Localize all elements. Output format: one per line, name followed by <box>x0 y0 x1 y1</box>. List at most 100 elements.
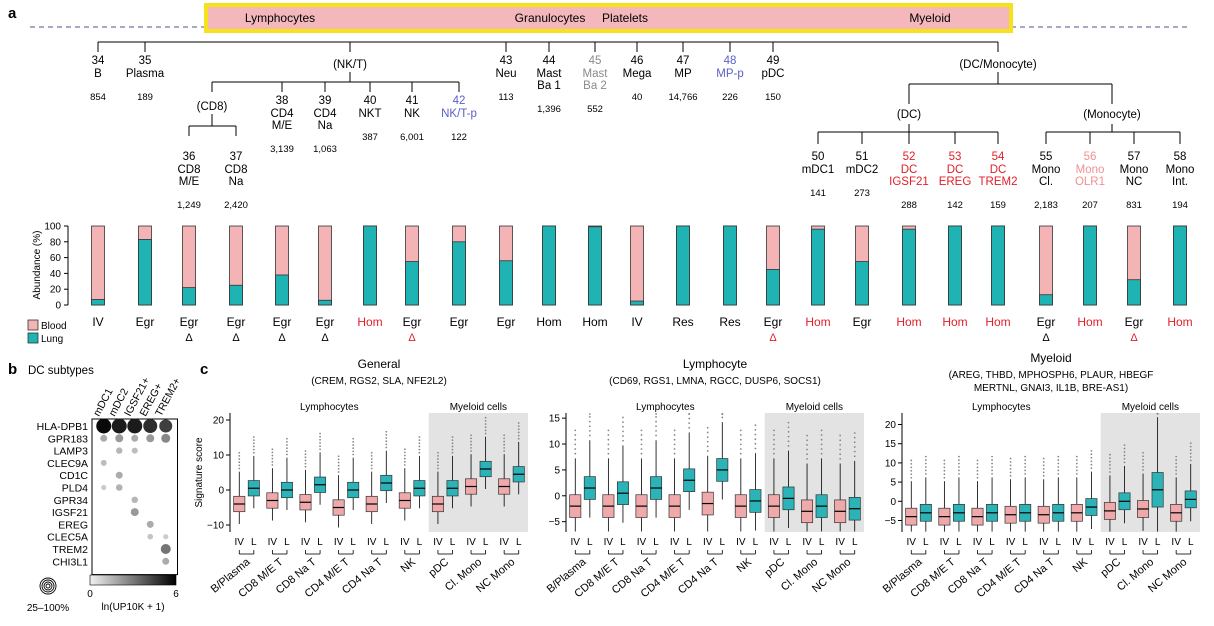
outlier <box>418 445 421 448</box>
cluster-count: 150 <box>765 92 781 103</box>
outlier <box>839 457 842 460</box>
l-label: L <box>653 537 659 548</box>
outlier <box>352 447 355 450</box>
myeloid-shade <box>1100 413 1200 532</box>
outlier <box>806 453 808 456</box>
outlier <box>418 448 421 451</box>
group-dc-mono: (DC/Monocyte) <box>959 59 1036 71</box>
outlier <box>622 421 624 424</box>
outlier <box>503 450 506 452</box>
panel-letter-c: c <box>200 361 208 378</box>
bar-lung <box>182 287 196 306</box>
outlier <box>437 467 439 470</box>
outlier <box>238 461 241 464</box>
outlier <box>574 448 577 450</box>
outlier <box>286 444 288 446</box>
outlier <box>910 469 913 472</box>
outlier <box>754 438 757 441</box>
y-tick-label: 10 <box>885 458 897 469</box>
outlier <box>910 466 913 469</box>
cluster-name: DC <box>947 164 964 176</box>
outlier <box>271 451 274 454</box>
iv-label: IV <box>907 537 917 548</box>
outlier <box>773 452 775 455</box>
cluster-count: 40 <box>632 92 643 103</box>
outlier <box>622 435 624 437</box>
outlier <box>503 446 506 449</box>
shade-label: Lymphocytes <box>636 402 695 413</box>
bar-lung <box>1173 225 1187 306</box>
outlier <box>1090 463 1093 466</box>
l-label: L <box>1089 537 1095 548</box>
bar-category: IV <box>631 315 642 329</box>
outlier <box>484 432 487 435</box>
cluster-count: 122 <box>451 132 467 143</box>
outlier <box>706 426 709 429</box>
outlier <box>437 464 439 467</box>
outlier <box>991 472 993 475</box>
heatmap-dot <box>130 508 139 517</box>
cluster-count: 113 <box>498 92 513 103</box>
outlier <box>1175 462 1178 465</box>
cluster-id: 41 <box>406 95 419 107</box>
outlier <box>607 443 610 446</box>
outlier <box>787 421 790 424</box>
outlier <box>337 458 340 461</box>
outlier <box>673 429 676 432</box>
bar-category: Hom <box>1167 315 1192 329</box>
cluster-name: Mono <box>1120 164 1149 176</box>
bar-lung <box>499 260 513 306</box>
heatmap-row-label: CLEC5A <box>47 532 88 544</box>
outlier <box>622 439 624 442</box>
outlier <box>958 455 960 458</box>
outlier <box>385 440 388 443</box>
iv-label: IV <box>1039 537 1049 548</box>
l-label: L <box>450 537 456 548</box>
cluster-count: 141 <box>810 188 826 199</box>
outlier <box>1042 467 1045 470</box>
outlier <box>470 450 472 452</box>
outlier <box>238 464 241 467</box>
outlier <box>1090 460 1093 463</box>
bar-lung <box>948 225 962 306</box>
outlier <box>706 440 709 443</box>
outlier <box>517 422 520 424</box>
outlier <box>721 413 724 415</box>
outlier <box>976 473 979 476</box>
colorbar-label: ln(UP10K + 1) <box>101 602 164 613</box>
cluster-count: 854 <box>90 92 106 103</box>
outlier <box>706 450 709 452</box>
cluster-name: NKT <box>359 108 382 120</box>
shade-label: Lymphocytes <box>300 402 359 413</box>
heatmap-row-label: HLA-DPB1 <box>37 421 89 433</box>
outlier <box>252 451 255 454</box>
outlier <box>924 466 927 468</box>
outlier <box>352 437 355 440</box>
cluster-id: 53 <box>949 151 962 163</box>
outlier <box>385 437 388 439</box>
outlier <box>1189 442 1192 445</box>
y-tick-label: 20 <box>50 285 62 296</box>
outlier <box>655 425 657 428</box>
panel-b-title: DC subtypes <box>28 365 94 377</box>
outlier <box>470 446 472 449</box>
heatmap-dot <box>131 447 138 454</box>
group-dc: (DC) <box>897 109 921 121</box>
lineage-label: Granulocytes <box>515 11 586 25</box>
bar-category: Egr <box>1125 315 1144 329</box>
outlier <box>1142 455 1144 458</box>
outlier <box>655 430 657 432</box>
outlier <box>958 466 960 468</box>
bar-delta: Δ <box>1130 332 1138 344</box>
outlier <box>337 461 340 464</box>
outlier <box>319 438 321 441</box>
outlier <box>484 416 487 419</box>
cluster-id: 43 <box>500 55 513 67</box>
outlier <box>370 455 373 457</box>
outlier <box>943 466 946 469</box>
shade-label: Myeloid cells <box>450 402 507 413</box>
